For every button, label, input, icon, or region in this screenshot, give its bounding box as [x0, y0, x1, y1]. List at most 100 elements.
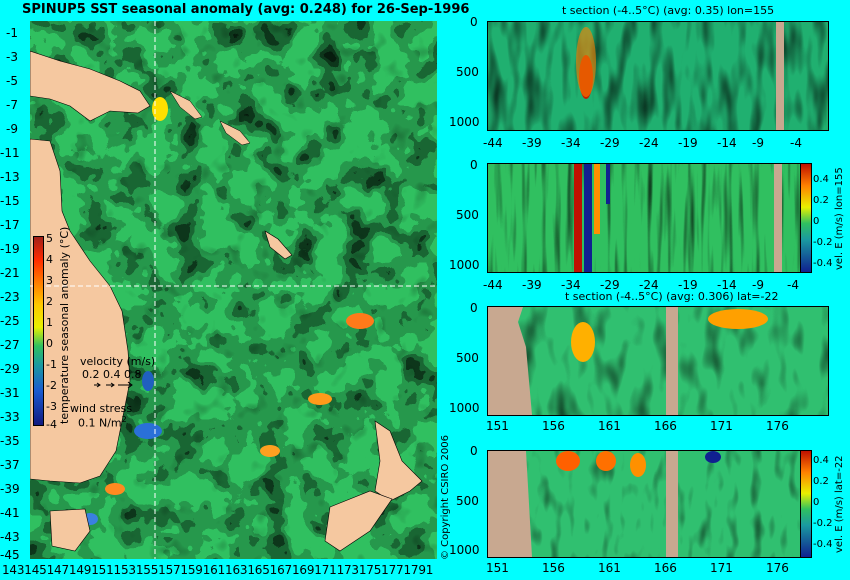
- eastward-flow: [630, 453, 646, 477]
- y-tick: 1000: [449, 258, 480, 272]
- y-tick: 0: [470, 301, 478, 315]
- lon-axis-ticks: 1431451471491511531551571591611631651671…: [2, 563, 434, 577]
- panel-2-canvas: [488, 164, 800, 272]
- colorbar-tick: 3: [46, 274, 53, 287]
- lat-tick: -19: [0, 242, 20, 256]
- australia-land: [30, 138, 131, 484]
- x-tick: -34: [561, 136, 581, 150]
- velocity-arrow-large: [118, 381, 133, 389]
- velocity-legend-title: velocity (m/s): [80, 355, 156, 368]
- new-guinea-land: [30, 50, 151, 122]
- eastward-flow: [594, 164, 600, 234]
- warm-anomaly: [260, 445, 280, 457]
- panel-2-colorbar: [800, 163, 812, 273]
- warm-anomaly: [708, 309, 768, 329]
- x-tick: 166: [654, 419, 677, 433]
- tasmania-land: [49, 508, 91, 552]
- x-tick: 151: [486, 419, 509, 433]
- y-tick: 1000: [449, 543, 480, 557]
- land-mask: [776, 22, 784, 130]
- x-tick: -9: [752, 278, 764, 292]
- warm-anomaly: [346, 313, 374, 329]
- new-zealand-south: [324, 490, 393, 552]
- lat-tick: -39: [0, 482, 20, 496]
- panel-4-section[interactable]: [487, 450, 801, 558]
- eastward-flow: [556, 451, 580, 471]
- y-tick: 0: [470, 15, 478, 29]
- warm-halo: [576, 27, 596, 97]
- x-tick: -39: [522, 136, 542, 150]
- lat-tick: -1: [6, 26, 18, 40]
- lat-tick: -35: [0, 434, 20, 448]
- lat-tick: -27: [0, 338, 20, 352]
- colorbar-tick: 0: [46, 337, 53, 350]
- island: [169, 90, 203, 120]
- westward-flow: [606, 164, 610, 204]
- map-colorbar-label: temperature seasonal anomaly (°C): [58, 226, 71, 424]
- y-tick: 0: [470, 158, 478, 172]
- y-tick: 0: [470, 444, 478, 458]
- panel-1-field: [488, 22, 828, 130]
- x-tick: 166: [654, 561, 677, 575]
- y-tick: 500: [456, 208, 479, 222]
- colorbar-tick: 0.4: [813, 174, 829, 185]
- x-tick: 176: [766, 561, 789, 575]
- colorbar-tick: 0.2: [813, 195, 829, 206]
- lat-tick: -21: [0, 266, 20, 280]
- lat-tick: -43: [0, 530, 20, 544]
- velocity-arrow-medium: [106, 382, 115, 388]
- panel-2-section[interactable]: [487, 163, 801, 273]
- x-tick: 161: [598, 419, 621, 433]
- panel-4-side-label: vel. E (m/s) lat=-22: [834, 455, 845, 553]
- x-tick: 156: [542, 561, 565, 575]
- colorbar-tick: 4: [46, 253, 53, 266]
- sst-map-canvas: [30, 21, 437, 559]
- land-mask-west: [488, 451, 532, 557]
- map-colorbar: [33, 236, 44, 426]
- new-zealand-north: [374, 420, 423, 502]
- x-tick: -4: [790, 136, 802, 150]
- colorbar-tick: -2: [46, 379, 57, 392]
- wind-legend-title: wind stress: [70, 402, 133, 415]
- sst-map[interactable]: [30, 21, 437, 559]
- panel-3-canvas: [488, 307, 828, 415]
- panel-3-title: t section (-4..5°C) (avg: 0.306) lat=-22: [565, 290, 779, 303]
- y-tick: 1000: [449, 115, 480, 129]
- x-tick: -19: [678, 136, 698, 150]
- x-tick: -34: [561, 278, 581, 292]
- panel-4-colorbar: [800, 450, 812, 558]
- lat-tick: -13: [0, 170, 20, 184]
- wind-legend-value: 0.1 N/m2: [78, 415, 127, 430]
- x-tick: -44: [483, 136, 503, 150]
- colorbar-tick: 1: [46, 316, 53, 329]
- colorbar-tick: -0.4: [813, 539, 833, 550]
- panel-1-section[interactable]: [487, 21, 829, 131]
- colorbar-tick: -3: [46, 400, 57, 413]
- colorbar-tick: -0.2: [813, 237, 833, 248]
- panel-3-field: [488, 307, 828, 415]
- panel-2-side-label: vel. E (m/s) lon=155: [834, 167, 845, 270]
- velocity-arrows: [94, 381, 133, 389]
- panel-3-section[interactable]: [487, 306, 829, 416]
- lat-tick: -41: [0, 506, 20, 520]
- lat-tick: -37: [0, 458, 20, 472]
- x-tick: -9: [752, 136, 764, 150]
- lat-tick: -11: [0, 146, 20, 160]
- colorbar-tick: 0: [813, 216, 820, 227]
- lat-tick: -29: [0, 362, 20, 376]
- y-tick: 500: [456, 351, 479, 365]
- lat-tick: -17: [0, 218, 20, 232]
- x-tick: -29: [600, 136, 620, 150]
- land-mask: [666, 307, 678, 415]
- lat-tick: -9: [6, 122, 18, 136]
- x-tick: -39: [522, 278, 542, 292]
- panel-1-title: t section (-4..5°C) (avg: 0.35) lon=155: [562, 4, 775, 17]
- colorbar-tick: 0.2: [813, 476, 829, 487]
- x-tick: -14: [717, 136, 737, 150]
- lat-tick: -3: [6, 50, 18, 64]
- copyright: © Copyright CSIRO 2006: [440, 435, 451, 560]
- cool-anomaly: [142, 371, 154, 391]
- x-tick: 151: [486, 561, 509, 575]
- colorbar-tick: -4: [46, 418, 57, 431]
